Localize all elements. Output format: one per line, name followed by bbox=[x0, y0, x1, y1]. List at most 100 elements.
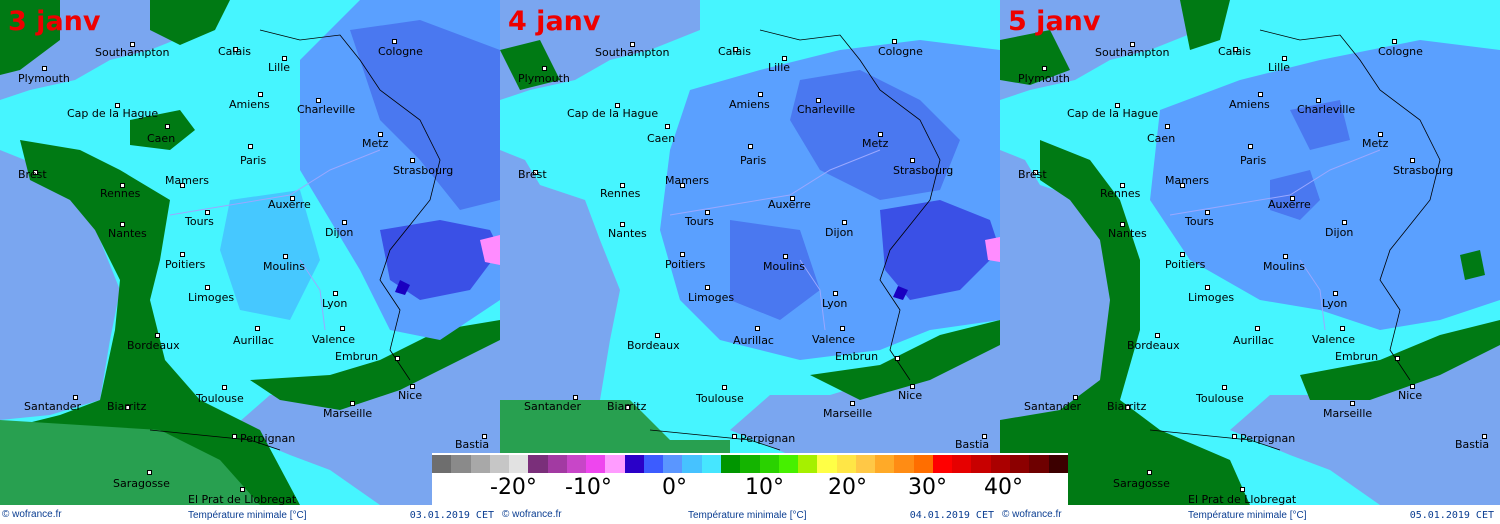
city-label: Charleville bbox=[297, 103, 356, 116]
city-marker bbox=[1342, 220, 1347, 225]
city-marker bbox=[573, 395, 578, 400]
city-label: Metz bbox=[862, 137, 889, 150]
city-label: Brest bbox=[1018, 168, 1047, 181]
city-marker bbox=[165, 124, 170, 129]
legend-swatch bbox=[624, 455, 644, 473]
city-label: Embrun bbox=[1335, 350, 1379, 363]
city-label: Aurillac bbox=[733, 334, 774, 347]
legend-swatch bbox=[740, 455, 760, 473]
legend-swatch bbox=[778, 455, 799, 473]
city-marker bbox=[258, 92, 263, 97]
city-label: Bastia bbox=[1455, 438, 1490, 451]
city-marker bbox=[255, 326, 260, 331]
city-label: Paris bbox=[1240, 154, 1267, 167]
temperature-map-3 bbox=[1000, 0, 1500, 505]
city-label: Lyon bbox=[822, 297, 848, 310]
city-label: Aurillac bbox=[233, 334, 274, 347]
city-label: Lille bbox=[768, 61, 791, 74]
city-label: Amiens bbox=[729, 98, 770, 111]
city-marker bbox=[850, 401, 855, 406]
city-label: Limoges bbox=[188, 291, 235, 304]
legend-swatch bbox=[720, 455, 741, 473]
city-label: Perpignan bbox=[740, 432, 796, 445]
temperature-zone bbox=[1150, 40, 1500, 330]
city-label: Toulouse bbox=[1196, 392, 1244, 405]
city-label: Moulins bbox=[1263, 260, 1306, 273]
river bbox=[1169, 149, 1381, 331]
city-marker bbox=[290, 196, 295, 201]
legend-swatch bbox=[566, 455, 587, 473]
city-label: Valence bbox=[812, 333, 856, 346]
city-label: Cologne bbox=[378, 45, 423, 58]
legend-swatch bbox=[605, 455, 625, 473]
city-marker bbox=[1180, 252, 1185, 257]
city-marker bbox=[748, 144, 753, 149]
city-marker bbox=[1233, 47, 1238, 52]
legend-swatch bbox=[663, 455, 683, 473]
legend-swatch bbox=[952, 455, 972, 473]
legend-swatch bbox=[489, 455, 510, 473]
temperature-zone bbox=[380, 220, 500, 300]
temperature-zone bbox=[350, 20, 500, 210]
legend-tick-label: -20° bbox=[490, 475, 537, 500]
city-label: Lille bbox=[1268, 61, 1291, 74]
city-label: Mamers bbox=[165, 174, 209, 187]
city-marker bbox=[1290, 196, 1295, 201]
temperature-zone bbox=[480, 235, 500, 265]
city-marker bbox=[833, 291, 838, 296]
city-marker bbox=[758, 92, 763, 97]
site-credit-1: © wofrance.fr bbox=[2, 509, 62, 520]
city-marker bbox=[120, 222, 125, 227]
city-label: Nantes bbox=[608, 227, 647, 240]
city-label: Rennes bbox=[1100, 187, 1141, 200]
city-label: Moulins bbox=[763, 260, 806, 273]
map-label-3: Température minimale [°C] bbox=[1188, 510, 1307, 521]
city-label: Auxerre bbox=[768, 198, 811, 211]
city-label: Auxerre bbox=[268, 198, 311, 211]
city-marker bbox=[205, 285, 210, 290]
city-marker bbox=[630, 42, 635, 47]
city-label: Plymouth bbox=[1018, 72, 1070, 85]
city-marker bbox=[1333, 291, 1338, 296]
legend-tick-label: 10° bbox=[745, 475, 784, 500]
legend-swatch bbox=[875, 455, 895, 473]
city-marker bbox=[1410, 384, 1415, 389]
city-label: Charleville bbox=[797, 103, 856, 116]
legend-swatch bbox=[971, 455, 991, 473]
city-label: Cap de la Hague bbox=[67, 107, 159, 120]
site-credit-3: © wofrance.fr bbox=[1002, 509, 1062, 520]
map-panel-3: Southampton Plymouth Calais Lille Cologne Ami… bbox=[1000, 0, 1500, 524]
city-label: Cologne bbox=[878, 45, 923, 58]
city-label: Plymouth bbox=[518, 72, 570, 85]
city-marker bbox=[33, 170, 38, 175]
city-marker bbox=[410, 158, 415, 163]
city-label: Valence bbox=[1312, 333, 1356, 346]
city-label: Marseille bbox=[323, 407, 373, 420]
city-marker bbox=[1073, 395, 1078, 400]
city-marker bbox=[615, 103, 620, 108]
day-title-1: 3 janv bbox=[8, 6, 101, 37]
city-marker bbox=[1316, 98, 1321, 103]
city-label: Perpignan bbox=[1240, 432, 1296, 445]
day-title-2: 4 janv bbox=[508, 6, 601, 37]
city-label: Tours bbox=[185, 215, 214, 228]
city-label: Caen bbox=[1147, 132, 1176, 145]
city-marker bbox=[892, 39, 897, 44]
city-marker bbox=[705, 210, 710, 215]
city-marker bbox=[1130, 42, 1135, 47]
temperature-map-2 bbox=[500, 0, 1000, 505]
city-label: Calais bbox=[218, 45, 252, 58]
city-marker bbox=[1180, 183, 1185, 188]
city-label: Auxerre bbox=[1268, 198, 1311, 211]
city-marker bbox=[1120, 222, 1125, 227]
city-marker bbox=[155, 333, 160, 338]
city-marker bbox=[232, 434, 237, 439]
country-border bbox=[1149, 29, 1441, 451]
temperature-zone bbox=[1180, 0, 1230, 50]
city-label: Cap de la Hague bbox=[567, 107, 659, 120]
day-title-3: 5 janv bbox=[1008, 6, 1101, 37]
city-marker bbox=[222, 385, 227, 390]
temperature-zone bbox=[500, 40, 560, 90]
map-label-1: Température minimale [°C] bbox=[188, 510, 307, 521]
city-marker bbox=[1282, 56, 1287, 61]
